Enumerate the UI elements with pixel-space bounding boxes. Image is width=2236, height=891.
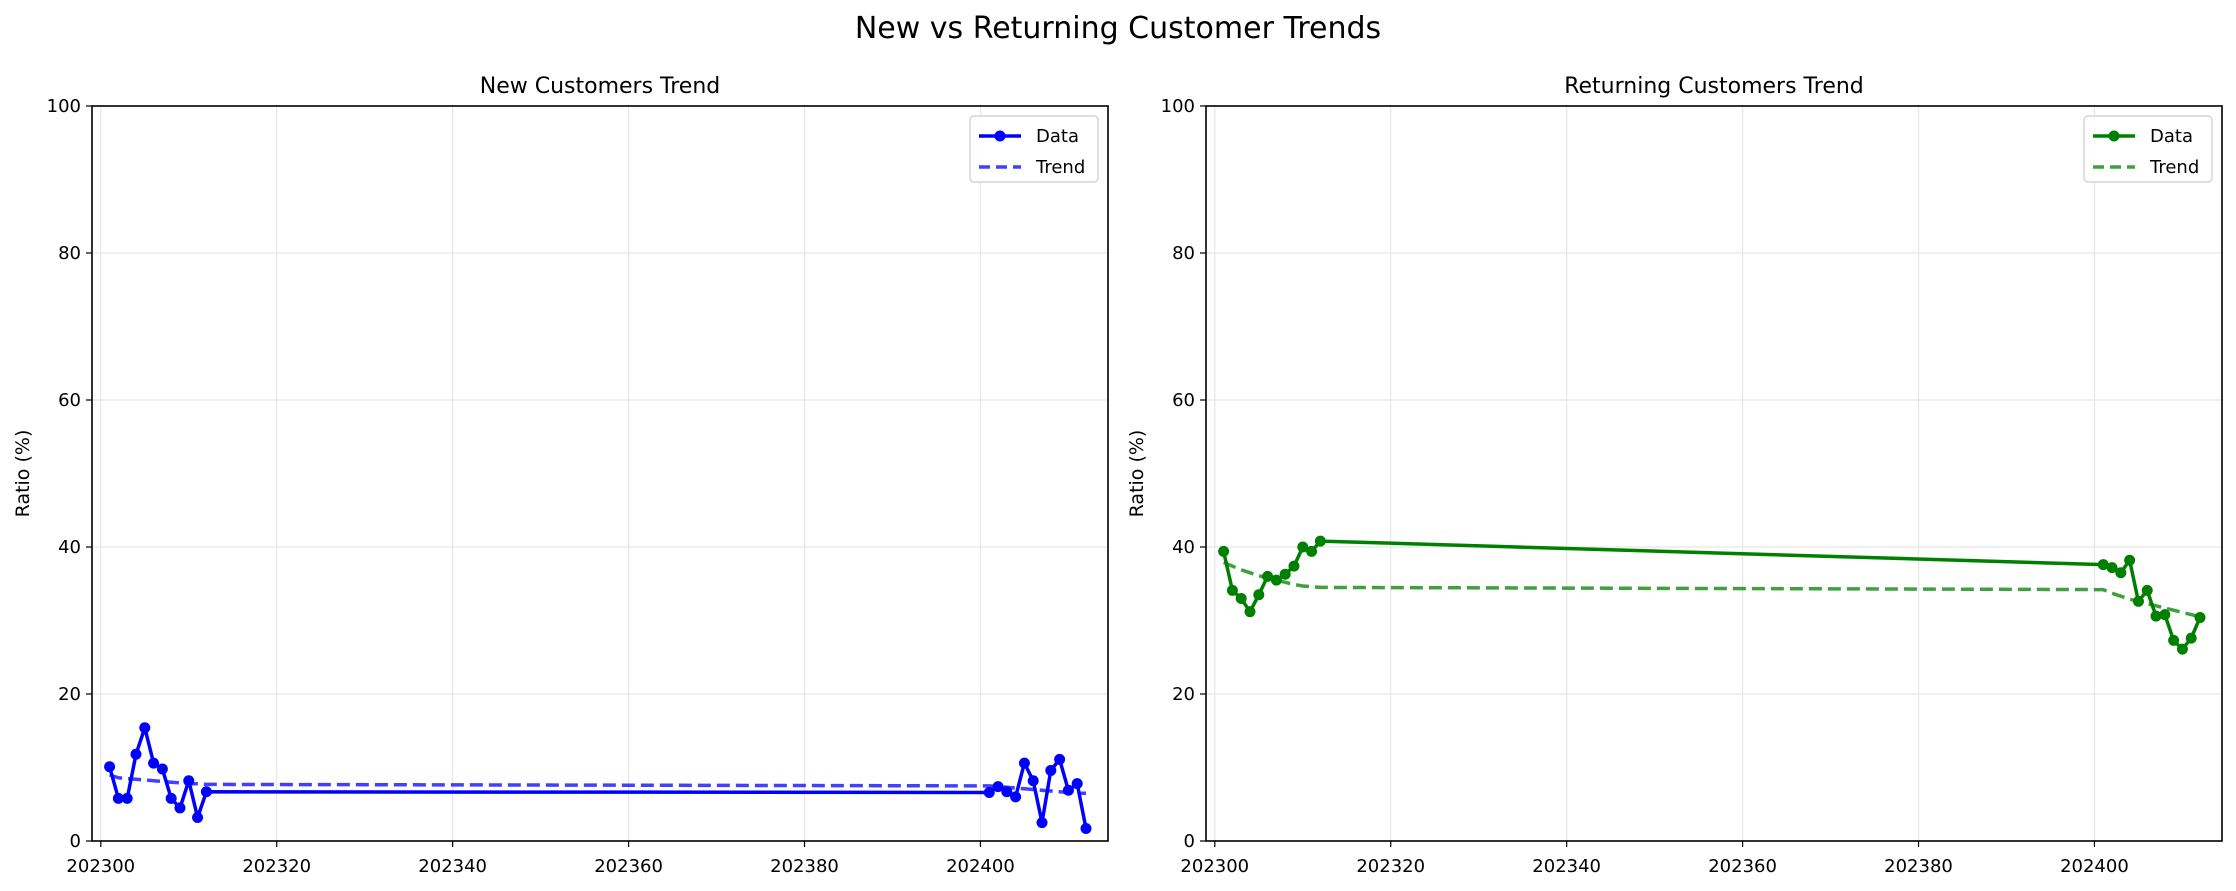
y-tick-label: 80 [58,243,81,264]
data-point [1036,817,1048,829]
data-point [200,786,212,798]
x-tick-label: 202300 [1180,856,1249,877]
data-point [1045,764,1057,776]
data-point [1027,775,1039,787]
x-tick-label: 202340 [418,856,487,877]
data-point [1010,791,1022,803]
y-tick-label: 0 [70,831,81,852]
data-point [2097,559,2109,571]
data-point [1314,535,1326,547]
legend-label: Trend [1035,157,1085,178]
data-point [165,792,177,804]
legend-data-marker [2108,130,2120,142]
data-point [130,748,142,760]
data-point [1018,757,1030,769]
data-point [2124,554,2136,566]
data-point [2141,584,2153,596]
data-point [1270,574,1282,586]
data-point [1288,560,1300,572]
data-point [2185,632,2197,644]
data-point [2115,567,2127,579]
data-point [1235,592,1247,604]
data-point [1253,589,1265,601]
data-point [156,763,168,775]
data-point [1218,545,1230,557]
x-tick-label: 202360 [1708,856,1777,877]
data-line [1221,539,2202,651]
x-tick-label: 202400 [946,856,1015,877]
legend-data-marker [994,130,1006,142]
data-point [192,811,204,823]
trend-line [1222,560,2201,619]
data-point [2106,562,2118,574]
data-point [121,792,133,804]
data-point [139,722,151,734]
x-tick-label: 202300 [66,856,135,877]
data-point [1080,823,1092,835]
y-tick-label: 0 [1184,831,1195,852]
y-tick-label: 40 [58,537,81,558]
data-point [1226,584,1238,596]
x-tick-label: 202340 [1532,856,1601,877]
data-point [1306,545,1318,557]
x-tick-label: 202320 [1356,856,1425,877]
chart-title: New Customers Trend [480,74,721,99]
x-tick-label: 202320 [242,856,311,877]
y-tick-label: 20 [1172,684,1195,705]
returning-customers-panel: 202300 202320 202340 202360 202380 202400 0 20 4… [1126,74,2223,877]
data-point [1054,753,1066,765]
y-tick-label: 60 [1172,390,1195,411]
data-point [2159,609,2171,621]
y-axis-label: Ratio (%) [1126,430,1148,518]
x-tick-label: 202380 [1884,856,1953,877]
x-tick-label: 202360 [594,856,663,877]
data-point [104,761,116,773]
data-point [2176,643,2188,655]
axes-frame [1205,105,2223,842]
y-tick-label: 100 [47,96,81,117]
axes-frame [91,105,1109,842]
legend-label: Data [1036,126,1079,147]
y-tick-label: 20 [58,684,81,705]
y-tick-label: 100 [1161,96,1195,117]
data-line [107,726,1088,829]
chart-title: Returning Customers Trend [1564,74,1864,99]
new-customers-panel: 202300 202320 202340 202360 202380 202400 0 20 4… [12,74,1109,877]
trend-line [109,773,1086,795]
data-point [112,792,124,804]
data-point [148,757,160,769]
data-point [174,802,186,814]
data-point [1071,778,1083,790]
legend-label: Trend [2149,157,2199,178]
y-tick-label: 40 [1172,537,1195,558]
data-point [2150,610,2162,622]
y-axis-label: Ratio (%) [12,430,34,518]
data-point [983,786,995,798]
data-point [1279,568,1291,580]
data-point [992,781,1004,793]
y-tick-label: 60 [58,390,81,411]
data-point [1244,606,1256,618]
x-tick-label: 202400 [2060,856,2129,877]
y-tick-label: 80 [1172,243,1195,264]
data-point [1297,541,1309,553]
figure-title: New vs Returning Customer Trends [855,11,1381,46]
legend-label: Data [2150,126,2193,147]
data-point [2168,634,2180,646]
x-tick-label: 202380 [770,856,839,877]
